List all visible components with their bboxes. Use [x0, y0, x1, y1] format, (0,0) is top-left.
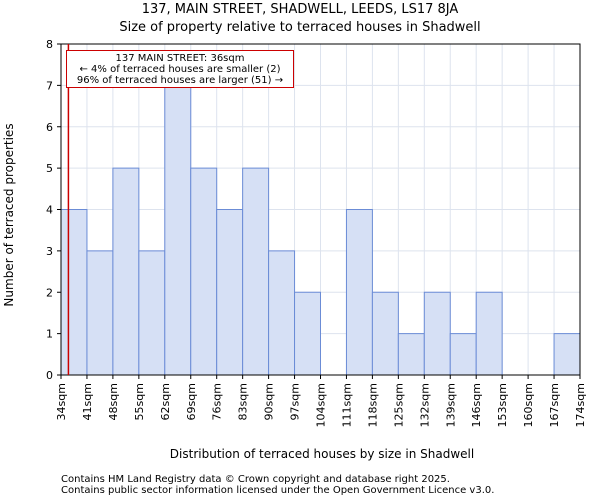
chart-title: Size of property relative to terraced ho…	[119, 20, 481, 35]
x-tick-label: 174sqm	[574, 383, 587, 427]
bar-48sqm	[112, 167, 140, 376]
x-tick-label: 104sqm	[315, 383, 328, 427]
bar-97sqm	[294, 291, 321, 376]
x-tick-label: 153sqm	[496, 383, 509, 427]
x-tick-label: 118sqm	[366, 383, 379, 427]
x-tick-label: 83sqm	[237, 383, 250, 420]
chart-title-address: 137, MAIN STREET, SHADWELL, LEEDS, LS17 …	[141, 2, 459, 17]
annotation-line-2: ← 4% of terraced houses are smaller (2)	[79, 64, 281, 75]
x-tick-label: 111sqm	[340, 383, 353, 427]
x-tick-label: 48sqm	[107, 383, 120, 420]
y-tick-label: 8	[46, 38, 53, 51]
bar-125sqm	[397, 333, 425, 376]
x-tick-label: 76sqm	[211, 383, 224, 420]
bar-69sqm	[190, 167, 218, 376]
bars	[60, 84, 581, 376]
x-tick-label: 97sqm	[289, 383, 302, 420]
bar-118sqm	[371, 291, 399, 376]
annotation-box: 137 MAIN STREET: 36sqm ← 4% of terraced …	[66, 50, 294, 88]
y-axis-label: Number of terraced properties	[2, 123, 16, 306]
x-axis-ticks: 34sqm 41sqm 48sqm 55sqm 62sqm 69sqm 76sqm 83sqm…	[55, 375, 587, 427]
x-tick-label: 160sqm	[522, 383, 535, 427]
x-tick-label: 55sqm	[133, 383, 146, 420]
bar-41sqm	[86, 250, 114, 376]
bar-83sqm	[242, 167, 270, 376]
bar-146sqm	[475, 291, 503, 376]
x-tick-label: 62sqm	[159, 383, 172, 420]
y-tick-label: 7	[46, 79, 53, 92]
y-tick-label: 2	[46, 286, 53, 299]
annotation-line-3: 96% of terraced houses are larger (51) →	[76, 75, 284, 86]
x-tick-label: 139sqm	[444, 383, 457, 427]
bar-111sqm	[345, 209, 373, 376]
y-tick-label: 4	[46, 204, 53, 217]
y-tick-label: 5	[46, 162, 53, 175]
bar-90sqm	[268, 250, 296, 376]
y-tick-label: 1	[46, 328, 53, 341]
y-tick-label: 0	[46, 369, 53, 382]
y-tick-label: 3	[46, 245, 53, 258]
x-tick-label: 132sqm	[418, 383, 431, 427]
x-tick-label: 90sqm	[263, 383, 276, 420]
x-tick-label: 167sqm	[548, 383, 561, 427]
bar-62sqm	[164, 84, 192, 376]
y-axis-ticks: 0 1 2 3 4 5 6 7 8	[46, 38, 61, 382]
x-tick-label: 69sqm	[185, 383, 198, 420]
y-tick-label: 6	[46, 121, 53, 134]
bar-139sqm	[449, 333, 477, 376]
bar-55sqm	[138, 250, 166, 376]
annotation-line-1: 137 MAIN STREET: 36sqm	[115, 53, 245, 64]
footer-line-2: Contains public sector information licen…	[61, 485, 495, 496]
footer-line-1: Contains HM Land Registry data © Crown c…	[61, 474, 450, 485]
x-tick-label: 146sqm	[470, 383, 483, 427]
x-axis-label: Distribution of terraced houses by size …	[170, 447, 474, 461]
bar-132sqm	[423, 291, 451, 376]
x-tick-label: 41sqm	[81, 383, 94, 420]
bar-167sqm	[553, 333, 581, 376]
x-tick-label: 34sqm	[55, 383, 68, 420]
bar-34sqm	[60, 209, 88, 376]
x-tick-label: 125sqm	[392, 383, 405, 427]
bar-76sqm	[216, 209, 244, 376]
